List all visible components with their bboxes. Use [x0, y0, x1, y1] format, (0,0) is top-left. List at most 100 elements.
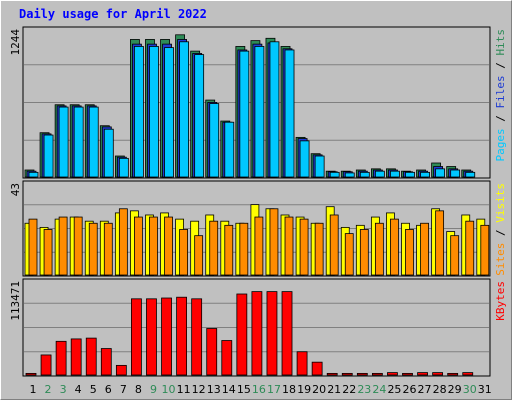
sites-bar [209, 220, 219, 276]
pages-bar [28, 171, 39, 178]
sites-bar [359, 229, 369, 276]
legend-kbytes: KBytes [494, 281, 507, 321]
kbytes-bar [417, 372, 428, 376]
panel-3-legend-label: KBytes [494, 281, 507, 321]
x-tick-label: 13 [207, 383, 221, 396]
x-tick-label: 6 [105, 383, 112, 396]
panel-1-legend-label: Pages / Files / Hits [494, 29, 507, 162]
kbytes-bar [281, 291, 293, 376]
sites-bar [329, 214, 339, 276]
x-tick-label: 26 [403, 383, 417, 396]
sites-bar [179, 229, 189, 276]
kbytes-bar [100, 348, 112, 376]
pages-bar [269, 41, 280, 178]
sites-bar [435, 210, 445, 276]
x-tick-label: 18 [282, 383, 296, 396]
sites-bar [43, 229, 53, 276]
x-tick-label: 2 [45, 383, 52, 396]
panel-1-ymax-label: 1244 [9, 29, 22, 56]
pages-bar [344, 172, 355, 178]
kbytes-bar [55, 340, 67, 376]
x-tick-label: 29 [448, 383, 462, 396]
pages-bar [103, 128, 114, 178]
pages-bar [390, 170, 400, 178]
pages-bar [164, 47, 174, 178]
kbytes-bar [191, 298, 203, 376]
x-tick-label: 4 [75, 383, 82, 396]
x-tick-label: 27 [418, 383, 432, 396]
sites-bar [58, 216, 68, 276]
legend-hits: Hits [494, 29, 507, 56]
kbytes-bar [387, 372, 398, 376]
kbytes-bar [432, 372, 444, 376]
sites-bar [420, 222, 429, 276]
legend-visits: Visits [494, 183, 507, 223]
kbytes-bar [447, 372, 459, 376]
x-tick-label: 17 [267, 383, 281, 396]
kbytes-bar [326, 372, 338, 376]
pages-bar [450, 169, 461, 178]
x-tick-label: 23 [357, 383, 371, 396]
kbytes-bar [251, 291, 263, 376]
sites-bar [88, 222, 98, 276]
pages-bar [239, 50, 250, 178]
pages-bar [224, 121, 235, 178]
kbytes-bar [85, 337, 97, 376]
kbytes-bar [356, 372, 368, 376]
panel-2-legend-label: Sites / Visits [494, 183, 507, 276]
x-tick-label: 19 [297, 383, 311, 396]
pages-bar [314, 155, 325, 178]
x-tick-label: 15 [237, 383, 251, 396]
chart-title: Daily usage for April 2022 [19, 7, 207, 21]
pages-bar [254, 46, 265, 178]
kbytes-bar [40, 354, 52, 376]
kbytes-bar [296, 351, 308, 376]
pages-bar [73, 106, 84, 178]
pages-bar [284, 49, 295, 178]
legend-sites: Sites [494, 243, 507, 276]
pages-bar [194, 54, 205, 178]
kbytes-bar [146, 298, 157, 376]
x-tick-label: 11 [177, 383, 191, 396]
sites-bar [314, 222, 324, 276]
x-tick-label: 21 [327, 383, 341, 396]
legend-files: Files [494, 75, 507, 108]
pages-bar [149, 46, 159, 178]
sites-bar [239, 222, 249, 276]
kbytes-bar [221, 340, 233, 376]
legend-separator: / [494, 223, 507, 243]
legend-separator: / [494, 109, 507, 129]
sites-bar [254, 216, 264, 276]
x-tick-label: 8 [135, 383, 142, 396]
pages-bar [359, 171, 370, 178]
pages-bar [179, 41, 190, 178]
sites-bar [118, 208, 128, 276]
sites-bar [134, 216, 143, 276]
pages-bar [420, 171, 430, 178]
x-tick-label: 9 [150, 383, 157, 396]
kbytes-bar [115, 364, 127, 376]
pages-bar [405, 171, 415, 178]
sites-bar [269, 208, 279, 276]
sites-bar [299, 218, 309, 276]
kbytes-bar [266, 291, 278, 376]
kbytes-bar [131, 298, 142, 376]
x-tick-label: 25 [387, 383, 401, 396]
sites-bar [344, 233, 354, 276]
kbytes-bar [25, 372, 37, 376]
x-tick-label: 16 [252, 383, 266, 396]
x-tick-label: 1 [30, 383, 37, 396]
kbytes-bar [70, 338, 82, 376]
x-tick-label: 5 [90, 383, 97, 396]
kbytes-bar [402, 372, 413, 376]
kbytes-bar [206, 328, 218, 376]
sites-bar [374, 222, 384, 276]
sites-bar [284, 216, 294, 276]
legend-pages: Pages [494, 128, 507, 161]
panel-3-ymax-label: 113471 [9, 281, 22, 321]
x-tick-label: 10 [162, 383, 176, 396]
pages-bar [329, 171, 340, 178]
x-tick-label: 20 [312, 383, 326, 396]
x-tick-label: 14 [222, 383, 236, 396]
